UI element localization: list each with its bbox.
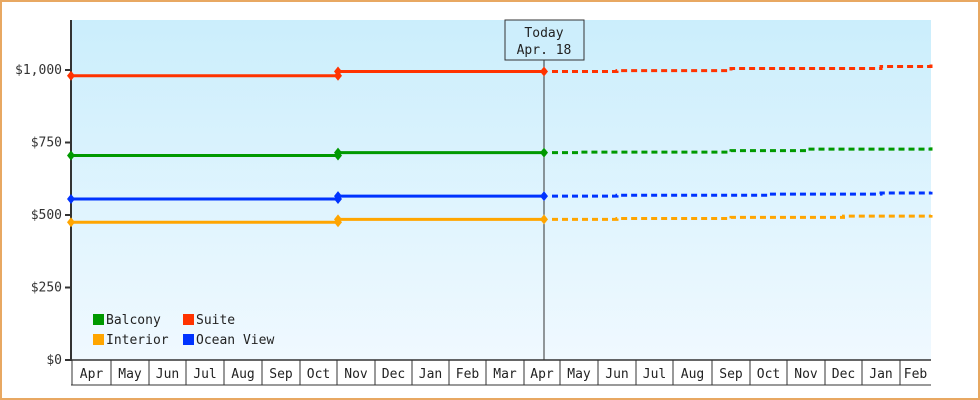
- legend-item-interior: Interior: [93, 333, 169, 348]
- y-tick-label: $500: [31, 208, 62, 223]
- svg-text:Apr. 18: Apr. 18: [517, 43, 572, 58]
- svg-text:Interior: Interior: [106, 333, 169, 348]
- month-label: Oct: [757, 367, 780, 382]
- svg-text:Ocean View: Ocean View: [196, 333, 274, 348]
- svg-text:Balcony: Balcony: [106, 313, 161, 328]
- y-tick-label: $750: [31, 136, 62, 151]
- svg-text:Today: Today: [524, 26, 563, 41]
- month-label: Dec: [382, 367, 405, 382]
- month-label: Aug: [681, 367, 704, 382]
- month-label: Jul: [193, 367, 216, 382]
- series-balcony: [67, 147, 933, 161]
- today-marker: Today Apr. 18: [504, 19, 585, 360]
- month-label: Oct: [307, 367, 330, 382]
- y-tick-label: $0: [46, 353, 62, 368]
- series-lines: [67, 64, 933, 228]
- month-label: Sep: [719, 367, 743, 382]
- series-ocean-view: [67, 191, 933, 205]
- month-label: Apr: [80, 367, 104, 382]
- x-axis: Apr May Jun Jul Aug Sep Oct Nov Dec Jan Feb Mar Apr M…: [71, 359, 931, 386]
- month-label: Nov: [344, 367, 368, 382]
- month-label: Sep: [269, 367, 293, 382]
- month-label: Jun: [156, 367, 179, 382]
- legend-item-ocean-view: Ocean View: [183, 333, 274, 348]
- month-label: May: [567, 367, 591, 382]
- y-axis: $0 $250 $500 $750 $1,000: [15, 20, 72, 368]
- month-label: Feb: [456, 367, 480, 382]
- month-label: Apr: [530, 367, 554, 382]
- month-label: May: [118, 367, 142, 382]
- legend-item-suite: Suite: [183, 313, 235, 328]
- legend-item-balcony: Balcony: [93, 313, 161, 328]
- month-label: Jan: [869, 367, 892, 382]
- y-tick-label: $1,000: [15, 63, 62, 78]
- series-suite: [67, 64, 933, 81]
- legend: Balcony Suite Interior Ocean View: [93, 313, 274, 348]
- svg-text:Suite: Suite: [196, 313, 235, 328]
- month-label: Aug: [231, 367, 254, 382]
- series-interior: [67, 214, 933, 228]
- month-label: Mar: [493, 367, 517, 382]
- y-tick-label: $250: [31, 281, 62, 296]
- month-label: Dec: [832, 367, 855, 382]
- month-label: Nov: [794, 367, 818, 382]
- month-label: Feb: [904, 367, 928, 382]
- month-label: Jun: [605, 367, 628, 382]
- month-label: Jan: [419, 367, 442, 382]
- month-label: Jul: [643, 367, 666, 382]
